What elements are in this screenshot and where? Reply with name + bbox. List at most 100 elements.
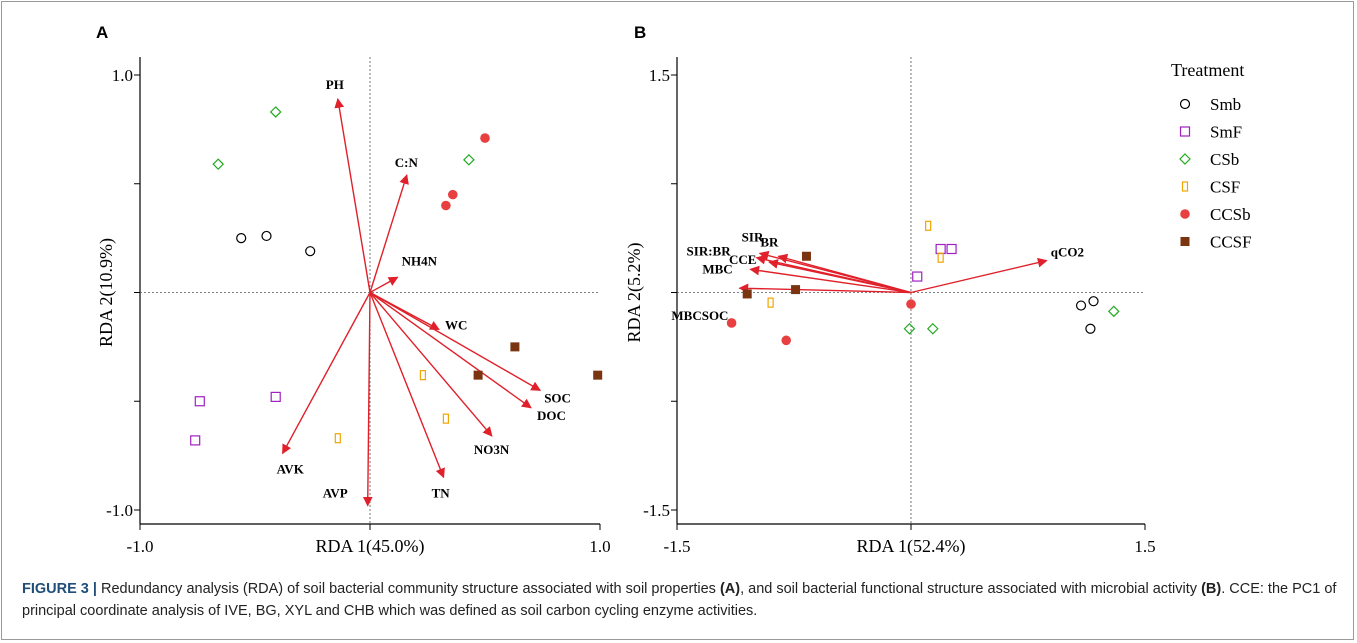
panel-a-vector-label: AVP [323,486,348,501]
panel-b-y-tick-label: -1.5 [643,501,670,520]
panel-a-point-smf [194,396,205,407]
legend-label-ccsb: CCSb [1210,205,1251,224]
panel-b-y-axis-title: RDA 2(5.2%) [624,243,645,343]
panel-b-vector-label: SIR [742,229,764,244]
panel-b-point-smf [946,243,957,255]
panel-b-point-csf [767,297,774,308]
legend-title: Treatment [1171,60,1244,80]
panel-a-vector-label: NH4N [402,253,438,268]
panel-b-vector-mbcsoc [738,283,912,294]
panel-b-point-csb [903,322,916,335]
panel-a-point-ccsb [448,189,458,200]
panel-a-point-smb [261,230,272,242]
legend-label-csf: CSF [1210,178,1240,197]
panel-a-y-axis-title: RDA 2(10.9%) [96,238,117,347]
figure-label: FIGURE 3 | [22,581,97,597]
panel-a-point-smb [236,233,247,244]
panel-a-point-csb [212,158,225,171]
panel-a-point-ccsb [480,133,490,143]
panel-a-letter: A [96,23,108,42]
caption-panel-a-ref: (A) [719,581,741,597]
panel-b-point-csf [925,220,932,231]
panel-b-point-smb [1075,300,1087,311]
panel-b-vector-label: MBCSOC [671,308,728,323]
panel-a-vector-label: NO3N [474,442,510,457]
legend-marker-csb [1179,153,1191,165]
panel-a-vector-doc [369,291,532,409]
figure-caption: FIGURE 3 | Redundancy analysis (RDA) of … [22,578,1342,622]
panel-a-vector-label: DOC [537,408,566,423]
panel-a-vector-label: WC [445,317,467,332]
panel-b-point-csb [1107,305,1120,318]
panel-a-vector-tn [369,292,445,479]
legend-marker-ccsf [1180,237,1190,246]
panel-b-vector-qco2 [910,257,1048,294]
panel-b-vector-label: CCE [729,252,756,267]
panel-b-letter: B [634,23,646,42]
legend-marker-smf [1179,126,1191,137]
panel-b-x-tick-label: 1.5 [1134,537,1155,556]
panel-b-vector-label: BR [760,234,779,249]
panel-b-point-ccsb [906,299,916,309]
caption-text-3: . CCE: the PC1 of principal coordinate a… [22,581,1337,619]
rda-panel-b: -1.5 1.5 1.5 -1.5 RDA 1(52.4%) RDA 2(5.2%) SIR… [624,57,1156,557]
panel-b-vector-label: MBC [702,261,732,276]
panel-b-point-csf [937,252,944,263]
panel-b-point-ccsf [742,289,752,299]
panel-a-point-csb [463,153,475,166]
panel-a-point-ccsb [441,200,451,211]
panel-b-vector-cce [768,259,912,294]
legend-label-ccsf: CCSF [1210,233,1252,252]
panel-a-vector-avk [281,292,371,455]
panel-b-point-ccsf [791,285,801,295]
panel-a-point-csf [442,413,449,424]
panel-b-point-smb [1088,296,1099,307]
panel-b-x-tick-label: -1.5 [664,537,691,556]
panel-b-vector-mbc [749,265,912,294]
panel-b-point-ccsf [801,251,811,261]
panel-a-x-axis-title: RDA 1(45.0%) [316,536,425,557]
panel-b-point-ccsb [781,335,791,346]
panel-a-vector-avp [362,292,373,507]
panel-a-point-smb [305,246,316,257]
rda-panel-a: -1.0 1.0 1.0 -1.0 RDA 1(45.0%) RDA 2(10.9%) PH… [96,57,611,557]
panel-b-vector-label: qCO2 [1051,245,1084,260]
panel-a-point-csb [269,106,282,118]
panel-b-point-smf [912,271,923,282]
panel-b-vector-br [777,253,912,294]
legend-marker-ccsb [1180,209,1190,219]
panel-a-point-smf [190,435,201,446]
caption-text-2: , and soil bacterial functional structur… [740,581,1202,597]
panel-b-point-csb [926,322,939,335]
panel-a-point-ccsf [593,370,603,380]
legend-label-smf: SmF [1210,123,1242,142]
legend-label-csb: CSb [1210,150,1239,169]
panel-a-y-tick-label: -1.0 [106,501,133,520]
panel-a-vector-label: C:N [395,155,419,170]
figure-canvas: A B -1.0 1.0 1.0 -1.0 RDA 1(45.0%) RDA 2(10.9… [96,23,1252,557]
panel-a-vector-label: PH [326,77,344,92]
panel-a-x-tick-label: -1.0 [127,537,154,556]
panel-a-vector-no3n [369,292,493,437]
panel-a-y-tick-label: 1.0 [112,66,133,85]
panel-a-vector-ph [334,97,371,293]
panel-a-point-csf [419,370,426,381]
panel-b-vector-label: SIR:BR [687,244,732,259]
panel-a-vector-label: SOC [544,390,571,405]
panel-a-vector-soc [369,291,542,391]
legend-marker-csf [1181,181,1189,192]
caption-text-1: Redundancy analysis (RDA) of soil bacter… [96,581,720,597]
panel-a-x-tick-label: 1.0 [589,537,610,556]
panel-a-point-ccsf [510,342,520,352]
panel-b-point-smf [935,243,946,255]
panel-b-point-smb [1085,323,1096,334]
legend-marker-smb [1179,98,1191,110]
panel-a-point-ccsf [473,370,483,380]
panel-a-point-csf [334,433,341,444]
panel-a-vector-nh4n [369,276,399,294]
caption-panel-b-ref: (B) [1201,581,1222,597]
panel-b-x-axis-title: RDA 1(52.4%) [857,536,966,557]
panel-b-y-tick-label: 1.5 [649,66,670,85]
panel-a-vector-label: TN [432,485,451,500]
panel-a-vector-c-n [369,174,409,293]
